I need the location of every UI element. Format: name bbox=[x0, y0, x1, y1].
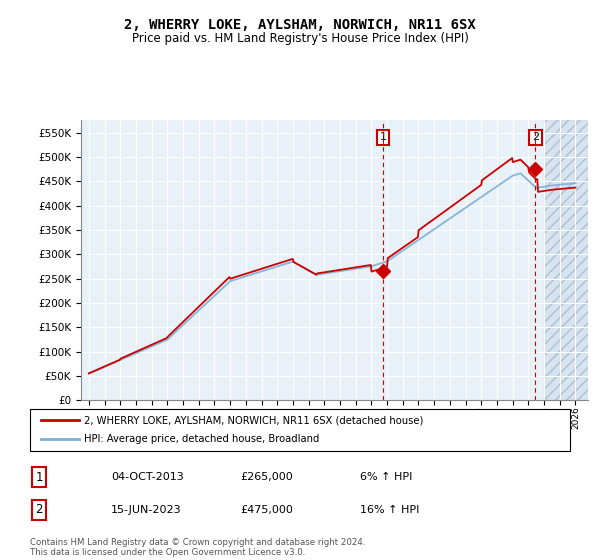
Text: 04-OCT-2013: 04-OCT-2013 bbox=[111, 472, 184, 482]
Text: 2, WHERRY LOKE, AYLSHAM, NORWICH, NR11 6SX (detached house): 2, WHERRY LOKE, AYLSHAM, NORWICH, NR11 6… bbox=[84, 415, 424, 425]
Text: 1: 1 bbox=[35, 470, 43, 484]
Text: 15-JUN-2023: 15-JUN-2023 bbox=[111, 505, 182, 515]
Text: 16% ↑ HPI: 16% ↑ HPI bbox=[360, 505, 419, 515]
Text: 1: 1 bbox=[380, 133, 386, 142]
Text: 2: 2 bbox=[532, 133, 539, 142]
Text: Price paid vs. HM Land Registry's House Price Index (HPI): Price paid vs. HM Land Registry's House … bbox=[131, 32, 469, 45]
Text: 2, WHERRY LOKE, AYLSHAM, NORWICH, NR11 6SX: 2, WHERRY LOKE, AYLSHAM, NORWICH, NR11 6… bbox=[124, 18, 476, 32]
Text: £475,000: £475,000 bbox=[240, 505, 293, 515]
Text: 2: 2 bbox=[35, 503, 43, 516]
Bar bbox=[544, 120, 588, 400]
Text: HPI: Average price, detached house, Broadland: HPI: Average price, detached house, Broa… bbox=[84, 435, 319, 445]
Text: £265,000: £265,000 bbox=[240, 472, 293, 482]
Text: 6% ↑ HPI: 6% ↑ HPI bbox=[360, 472, 412, 482]
Text: Contains HM Land Registry data © Crown copyright and database right 2024.
This d: Contains HM Land Registry data © Crown c… bbox=[30, 538, 365, 557]
Bar bbox=[544, 120, 588, 400]
